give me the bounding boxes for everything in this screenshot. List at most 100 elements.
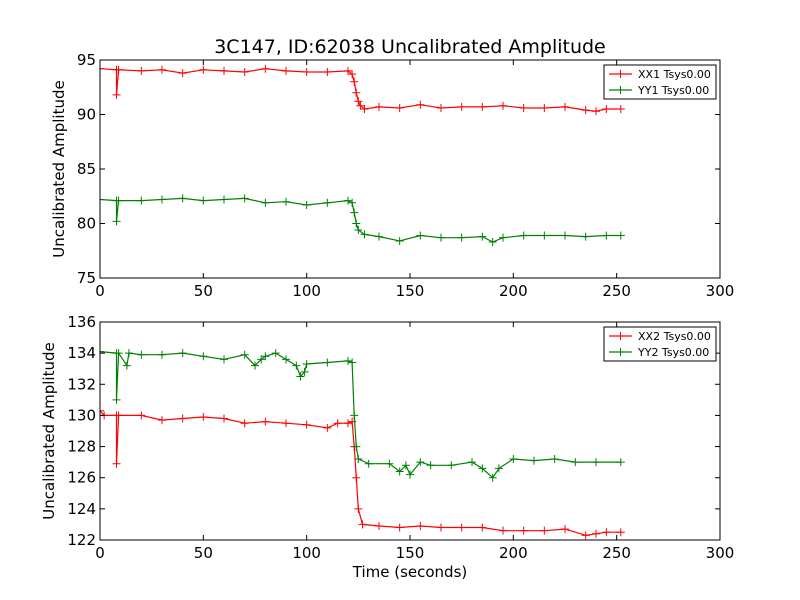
data-point bbox=[178, 349, 187, 358]
data-point bbox=[323, 423, 332, 432]
legend-marker bbox=[616, 86, 625, 94]
legend-marker bbox=[616, 332, 625, 340]
data-point bbox=[282, 197, 290, 206]
y-tick-label: 124 bbox=[67, 500, 96, 518]
y-tick-label: 90 bbox=[77, 106, 96, 124]
legend-box bbox=[603, 326, 717, 362]
data-point bbox=[199, 196, 208, 205]
data-point bbox=[457, 102, 466, 111]
data-point bbox=[354, 455, 363, 464]
data-point bbox=[478, 232, 487, 241]
x-tick-label: 50 bbox=[194, 282, 213, 300]
data-point bbox=[302, 360, 311, 369]
data-point bbox=[352, 473, 361, 482]
data-point bbox=[350, 208, 359, 217]
data-point bbox=[360, 230, 369, 239]
data-point bbox=[457, 523, 466, 532]
data-point bbox=[333, 419, 342, 428]
data-point bbox=[406, 470, 414, 479]
legend-label: YY1 Tsys0.00 bbox=[637, 84, 709, 97]
x-axis-title: Time (seconds) bbox=[352, 563, 468, 581]
data-point bbox=[323, 67, 332, 76]
series-line bbox=[100, 197, 621, 243]
data-point bbox=[282, 355, 290, 364]
series-1 bbox=[100, 406, 625, 540]
data-point bbox=[296, 372, 305, 381]
data-point bbox=[478, 102, 487, 111]
data-point bbox=[561, 231, 569, 240]
data-point bbox=[282, 66, 290, 75]
data-point bbox=[395, 236, 404, 245]
y-tick-label: 130 bbox=[67, 406, 96, 424]
data-point bbox=[364, 459, 373, 468]
data-point bbox=[112, 217, 121, 226]
x-tick-label: 0 bbox=[95, 282, 105, 300]
data-point bbox=[360, 105, 369, 114]
data-point bbox=[282, 419, 290, 428]
data-point bbox=[616, 105, 625, 114]
data-point bbox=[261, 417, 270, 426]
y-tick-label: 75 bbox=[77, 269, 96, 287]
data-point bbox=[124, 349, 133, 358]
data-point bbox=[292, 361, 301, 370]
data-point bbox=[437, 103, 445, 112]
data-point bbox=[199, 412, 208, 421]
legend: XX1 Tsys0.00 YY1 Tsys0.00 bbox=[603, 64, 717, 100]
legend-marker bbox=[616, 348, 625, 356]
x-tick-label: 150 bbox=[396, 282, 425, 300]
data-point bbox=[344, 196, 352, 205]
data-point bbox=[112, 90, 121, 99]
data-point bbox=[348, 70, 357, 79]
data-point bbox=[323, 358, 332, 367]
data-point bbox=[592, 529, 600, 538]
y-tick-label: 122 bbox=[67, 531, 96, 549]
data-point bbox=[271, 349, 280, 358]
data-point bbox=[401, 461, 410, 470]
data-point bbox=[158, 350, 166, 359]
data-point bbox=[112, 459, 121, 468]
data-point bbox=[354, 97, 363, 106]
data-point bbox=[416, 231, 425, 240]
data-point bbox=[100, 195, 104, 204]
data-point bbox=[571, 458, 580, 467]
data-point bbox=[416, 521, 425, 530]
data-point bbox=[602, 231, 611, 240]
data-point bbox=[581, 232, 590, 241]
data-point bbox=[354, 226, 363, 235]
data-point bbox=[616, 528, 625, 537]
data-point bbox=[137, 350, 146, 359]
data-point bbox=[354, 504, 363, 513]
data-point bbox=[240, 350, 249, 359]
data-point bbox=[437, 523, 445, 532]
x-tick-label: 100 bbox=[292, 282, 321, 300]
y-tick-label: 80 bbox=[77, 215, 96, 233]
legend: XX2 Tsys0.00 YY2 Tsys0.00 bbox=[603, 326, 717, 362]
data-point bbox=[437, 233, 445, 242]
data-point bbox=[426, 461, 435, 470]
data-point bbox=[178, 69, 187, 78]
y-tick-label: 85 bbox=[77, 160, 96, 178]
data-point bbox=[344, 356, 352, 365]
x-tick-label: 200 bbox=[499, 544, 528, 562]
data-point bbox=[158, 195, 166, 204]
data-point bbox=[602, 528, 611, 537]
y-tick-label: 128 bbox=[67, 438, 96, 456]
data-point bbox=[356, 101, 365, 110]
legend-label: XX2 Tsys0.00 bbox=[638, 330, 711, 343]
data-point bbox=[240, 419, 249, 428]
data-point bbox=[602, 105, 611, 114]
data-point bbox=[261, 352, 270, 361]
data-point bbox=[395, 103, 404, 112]
legend-marker bbox=[616, 70, 625, 78]
data-point bbox=[540, 231, 549, 240]
data-point bbox=[592, 458, 600, 467]
data-point bbox=[158, 416, 166, 425]
data-point bbox=[352, 219, 361, 228]
x-tick-label: 100 bbox=[292, 544, 321, 562]
data-point bbox=[100, 406, 104, 415]
x-tick-label: 200 bbox=[499, 282, 528, 300]
data-point bbox=[375, 102, 383, 111]
x-tick-label: 150 bbox=[396, 544, 425, 562]
data-point bbox=[352, 442, 361, 451]
